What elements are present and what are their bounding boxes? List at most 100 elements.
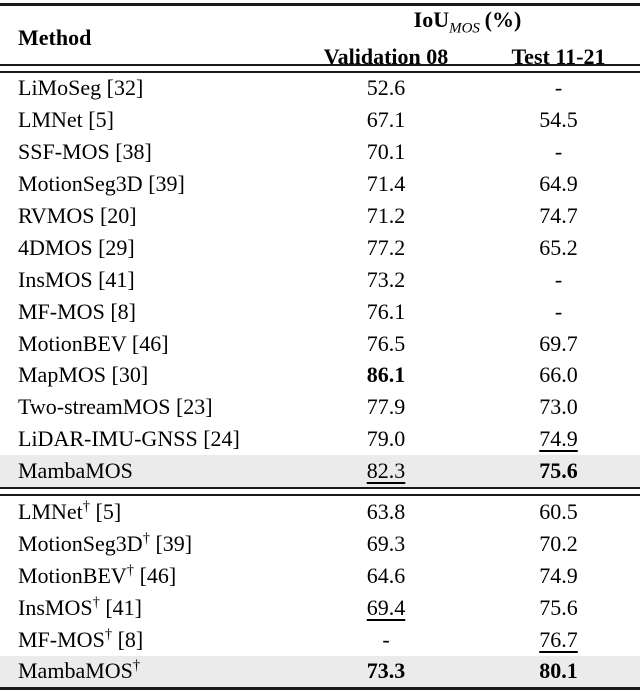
iou-value: 70.1 xyxy=(366,139,406,165)
iou-value: - xyxy=(554,139,563,165)
validation-iou-cell: 76.1 xyxy=(295,299,477,325)
validation-iou-cell: 73.3 xyxy=(295,658,477,684)
test-iou-cell: 54.5 xyxy=(477,107,640,133)
validation-iou-cell: 69.4 xyxy=(295,595,477,621)
iou-value: 74.7 xyxy=(539,203,578,228)
test-iou-cell: 75.6 xyxy=(477,595,640,621)
validation-iou-cell: 71.4 xyxy=(295,171,477,197)
validation-iou-cell: 79.0 xyxy=(295,426,477,452)
citation-ref: [41] xyxy=(92,266,135,292)
method-name-cell: MapMOS [30] xyxy=(0,362,295,388)
iou-value: 64.6 xyxy=(366,562,406,588)
iou-value: 76.5 xyxy=(366,330,406,356)
validation-iou-cell: 73.2 xyxy=(295,267,477,293)
header-divider-rule xyxy=(0,63,640,73)
citation-ref: [20] xyxy=(94,203,137,228)
method-name-cell: MotionBEV† [46] xyxy=(0,563,295,589)
validation-iou-cell: 77.2 xyxy=(295,235,477,261)
table-row: LMNet [5] 67.1 54.5 xyxy=(0,104,640,136)
method-name: MotionSeg3D xyxy=(18,530,143,556)
method-name-cell: MF-MOS [8] xyxy=(0,299,295,325)
method-name: MambaMOS xyxy=(18,458,133,484)
method-name-cell: Two-streamMOS [23] xyxy=(0,394,295,420)
iou-value: 66.0 xyxy=(539,362,578,388)
method-name: Two-streamMOS xyxy=(18,394,171,420)
test-iou-cell: - xyxy=(477,267,640,293)
iou-subscript: MOS xyxy=(449,19,480,36)
citation-ref: [38] xyxy=(109,139,152,165)
iou-value: 52.6 xyxy=(366,75,406,101)
dagger-icon: † xyxy=(104,626,113,643)
test-column-header: Test 11-21 xyxy=(511,43,606,69)
citation-ref: [46] xyxy=(134,562,177,588)
method-name: 4DMOS xyxy=(18,234,93,260)
iou-value: 71.4 xyxy=(366,171,406,197)
table-row: MotionSeg3D [39] 71.4 64.9 xyxy=(0,168,640,200)
method-name: MotionSeg3D xyxy=(18,171,143,197)
citation-ref: [5] xyxy=(90,499,122,525)
table-row: InsMOS† [41] 69.4 75.6 xyxy=(0,592,640,624)
validation-iou-cell: 86.1 xyxy=(295,362,477,388)
test-iou-cell: 74.9 xyxy=(477,563,640,589)
method-name-cell: MotionSeg3D† [39] xyxy=(0,531,295,557)
table-row: MF-MOS† [8] - 76.7 xyxy=(0,624,640,656)
iou-value: 70.2 xyxy=(539,530,578,556)
method-name: MF-MOS xyxy=(18,626,105,652)
citation-ref: [24] xyxy=(197,426,240,452)
test-iou-cell: 76.7 xyxy=(477,627,640,653)
citation-ref: [30] xyxy=(106,362,149,388)
section-divider-rule xyxy=(0,487,640,497)
validation-iou-cell: 52.6 xyxy=(295,75,477,101)
iou-value: 65.2 xyxy=(539,234,578,260)
method-name-cell: MF-MOS† [8] xyxy=(0,627,295,653)
dagger-icon: † xyxy=(142,530,150,547)
test-iou-cell: 74.9 xyxy=(477,426,640,452)
iou-value: 80.1 xyxy=(539,658,578,684)
validation-iou-cell: 82.3 xyxy=(295,458,477,484)
iou-value: 77.9 xyxy=(366,394,406,420)
iou-value: 73.0 xyxy=(539,394,578,420)
main-results-section: LiMoSeg [32] 52.6 - LMNet [5] 67.1 54.5 SSF-MO… xyxy=(0,73,640,488)
method-name-cell: LiMoSeg [32] xyxy=(0,75,295,101)
method-name-cell: LMNet [5] xyxy=(0,107,295,133)
method-name: MapMOS xyxy=(18,362,107,388)
method-name: InsMOS xyxy=(18,266,93,292)
iou-label: IoU xyxy=(413,6,450,32)
test-iou-cell: - xyxy=(477,139,640,165)
sub-column-headers: Validation 08 Test 11-21 xyxy=(295,42,640,71)
citation-ref: [41] xyxy=(99,594,142,620)
test-iou-cell: 80.1 xyxy=(477,658,640,684)
iou-value: 75.6 xyxy=(539,458,578,484)
table-row: MotionSeg3D† [39] 69.3 70.2 xyxy=(0,528,640,560)
table-row: RVMOS [20] 71.2 74.7 xyxy=(0,200,640,232)
citation-ref: [8] xyxy=(112,626,144,652)
top-rule xyxy=(0,3,640,6)
test-iou-cell: 64.9 xyxy=(477,171,640,197)
citation-ref: [23] xyxy=(170,394,213,420)
dagger-results-section: LMNet† [5] 63.8 60.5 MotionSeg3D† [39] 69.3 7… xyxy=(0,496,640,688)
table-row: LiDAR-IMU-GNSS [24] 79.0 74.9 xyxy=(0,423,640,455)
validation-iou-cell: 76.5 xyxy=(295,331,477,357)
citation-ref: [39] xyxy=(142,171,185,197)
method-name: InsMOS xyxy=(18,594,93,620)
table-row: InsMOS [41] 73.2 - xyxy=(0,264,640,296)
citation-ref: [5] xyxy=(82,107,114,133)
method-column-header: Method xyxy=(18,25,92,51)
iou-value: - xyxy=(554,298,563,324)
method-name: RVMOS xyxy=(18,203,95,228)
table-row: LiMoSeg [32] 52.6 - xyxy=(0,73,640,105)
iou-value: 69.3 xyxy=(366,530,406,556)
validation-iou-cell: - xyxy=(295,627,477,653)
method-name-cell: MambaMOS xyxy=(0,458,295,484)
citation-ref: [32] xyxy=(101,75,144,101)
table-header: Method IoUMOS (%) Validation 08 Test 11-2… xyxy=(0,6,640,69)
iou-value: 75.6 xyxy=(539,594,578,620)
test-iou-cell: 70.2 xyxy=(477,531,640,557)
table-row: MambaMOS 82.3 75.6 xyxy=(0,455,640,488)
test-iou-cell: 74.7 xyxy=(477,203,640,229)
citation-ref: [46] xyxy=(126,330,169,356)
test-iou-cell: - xyxy=(477,299,640,325)
table-row: MF-MOS [8] 76.1 - xyxy=(0,296,640,328)
iou-value: 73.3 xyxy=(366,658,406,684)
